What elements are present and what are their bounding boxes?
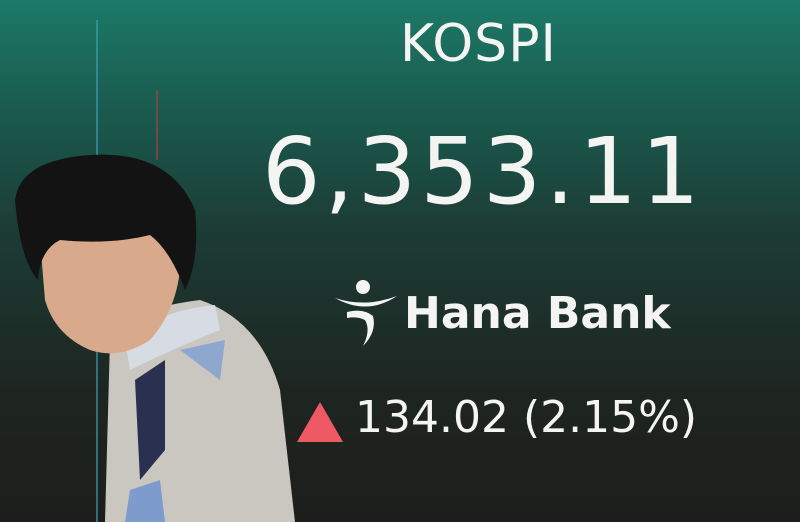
screen-seam [156, 90, 158, 160]
brand-name: Hana Bank [404, 288, 671, 339]
person-walking [15, 154, 295, 522]
up-triangle-icon [297, 402, 343, 442]
index-change: 134.02 (2.15%) [355, 392, 698, 443]
index-name: KOSPI [400, 14, 557, 74]
hana-bank-logo-icon [335, 280, 397, 346]
index-value: 6,353.11 [262, 118, 704, 225]
